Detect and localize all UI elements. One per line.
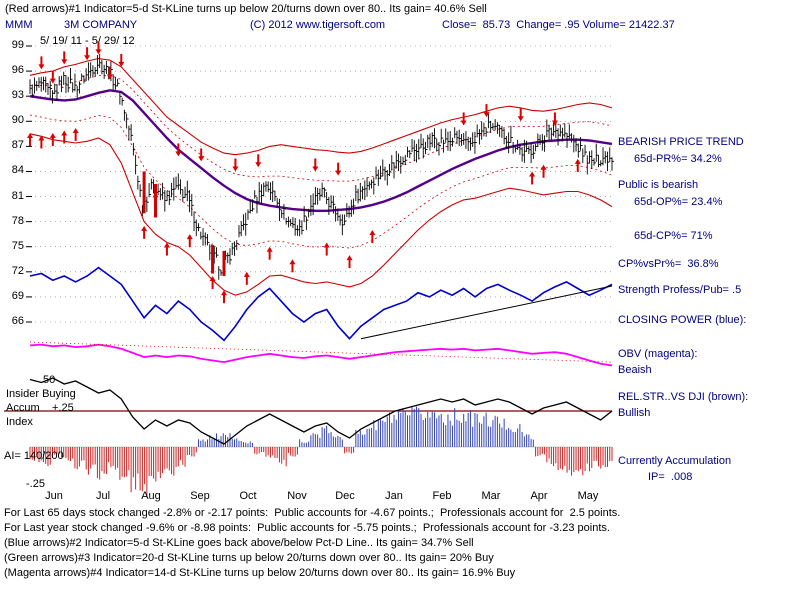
month-label: Feb xyxy=(432,490,452,502)
cp-vs-pr: CP%vsPr%= 36.8% xyxy=(618,258,719,270)
y-axis-label: 66 xyxy=(11,315,24,327)
y-axis-label: 69 xyxy=(11,290,24,302)
closing-power-label: CLOSING POWER (blue): xyxy=(618,314,747,326)
quote-summary: Close= 85.73 Change= .95 Volume= 21422.3… xyxy=(442,19,675,31)
trend-label: BEARISH PRICE TREND xyxy=(618,136,744,148)
y-axis-label: 90 xyxy=(11,114,24,126)
month-label: Mar xyxy=(481,490,501,502)
obv-state: Beaish xyxy=(618,364,652,376)
public-sentiment: Public is bearish xyxy=(618,179,699,191)
month-label: Oct xyxy=(239,490,257,502)
month-label: Sep xyxy=(190,490,210,502)
month-label: Dec xyxy=(335,490,355,502)
y-axis-label: 96 xyxy=(11,64,24,76)
scale-50-label: .50 xyxy=(40,374,56,386)
scale-plus25-label: +.25 xyxy=(52,402,74,414)
y-axis-label: 81 xyxy=(11,190,24,202)
indicator-2-legend: (Blue arrows)#2 Indicator=5-d St-KLine g… xyxy=(4,537,474,549)
company-name: 3M COMPANY xyxy=(64,19,138,31)
ai-value: AI= 140/200 xyxy=(4,450,64,462)
y-axis-label: 75 xyxy=(11,240,24,252)
pr-percent: 65d-PR%= 34.2% xyxy=(634,153,722,165)
rel-str-label: REL.STR..VS DJI (brown): xyxy=(618,391,749,403)
y-axis-label: 78 xyxy=(11,215,24,227)
strength-ratio: Strength Profess/Pub= .5 xyxy=(618,284,742,296)
copyright-text: (C) 2012 www.tigersoft.com xyxy=(250,19,386,31)
ip-value: IP= .008 xyxy=(648,471,693,483)
ticker-symbol: MMM xyxy=(5,19,33,31)
y-axis-label: 93 xyxy=(11,89,24,101)
op-percent: 65d-OP%= 23.4% xyxy=(634,196,723,208)
month-label: May xyxy=(577,490,599,502)
y-axis-label: 87 xyxy=(11,139,24,151)
month-label: Aug xyxy=(141,490,161,502)
stats-year: For Last year stock changed -9.6% or -8.… xyxy=(4,522,610,534)
index-label: Index xyxy=(6,416,33,428)
indicator-3-legend: (Green arrows)#3 Indicator=20-d St-KLine… xyxy=(4,552,494,564)
indicator-1-legend: (Red arrows)#1 Indicator=5-d St-KLine tu… xyxy=(5,3,487,15)
date-range: 5/ 19/ 11 - 5/ 29/ 12 xyxy=(40,35,135,47)
insider-buying-label: Insider Buying xyxy=(6,388,76,400)
cp-percent: 65d-CP%= 71% xyxy=(634,230,713,242)
month-label: Nov xyxy=(287,490,307,502)
month-label: Apr xyxy=(530,490,548,502)
y-axis-label: 72 xyxy=(11,265,24,277)
y-axis-label: 99 xyxy=(11,39,24,51)
scale-minus25-label: -.25 xyxy=(26,478,45,490)
rel-str-state: Bullish xyxy=(618,407,651,419)
stats-65-days: For Last 65 days stock changed -2.8% or … xyxy=(4,507,621,519)
month-label: Jan xyxy=(385,490,403,502)
y-axis-label: 84 xyxy=(11,164,24,176)
obv-label: OBV (magenta): xyxy=(618,348,698,360)
month-label: Jul xyxy=(95,490,111,502)
indicator-4-legend: (Magenta arrows)#4 Indicator=14-d St-KLi… xyxy=(4,567,516,579)
month-label: Jun xyxy=(45,490,63,502)
accum-label: Accum xyxy=(6,402,40,414)
accumulation-state: Currently Accumulation xyxy=(618,455,732,467)
